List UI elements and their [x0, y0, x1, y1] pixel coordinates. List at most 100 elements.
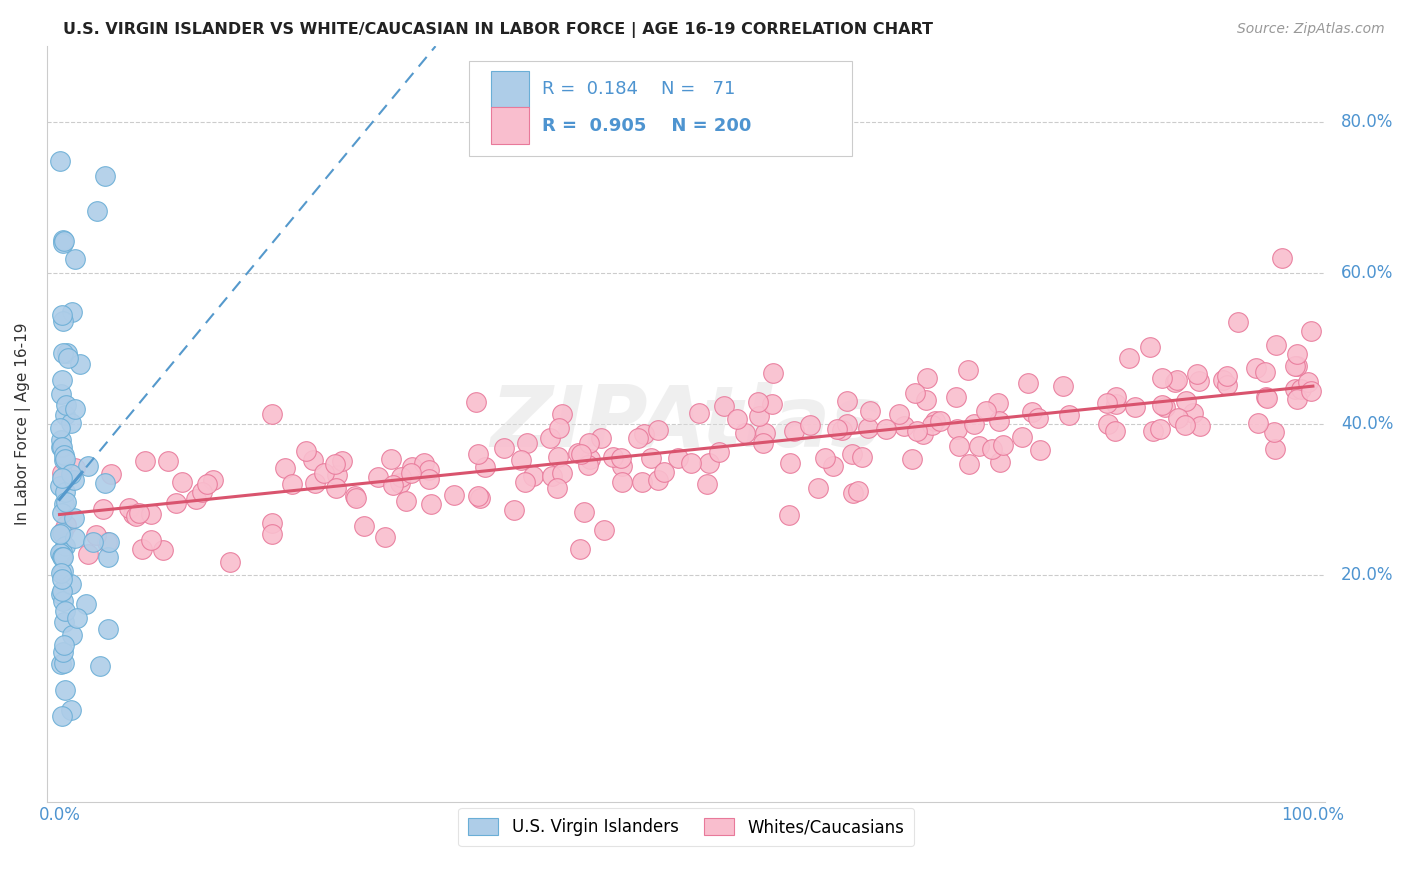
Point — [980, 442, 1002, 456]
Point — [401, 467, 423, 481]
Point — [52, 452, 75, 467]
Point — [165, 496, 187, 510]
Point — [831, 423, 853, 437]
Point — [1167, 411, 1189, 425]
Point — [419, 497, 441, 511]
Point — [783, 424, 806, 438]
Point — [55, 451, 77, 466]
Point — [48, 479, 70, 493]
Point — [522, 469, 544, 483]
Point — [988, 455, 1011, 469]
Point — [503, 503, 526, 517]
Point — [201, 473, 224, 487]
Point — [84, 527, 107, 541]
Point — [516, 435, 538, 450]
Point — [374, 530, 396, 544]
Point — [1264, 338, 1286, 352]
FancyBboxPatch shape — [491, 71, 529, 107]
Point — [799, 418, 821, 433]
Point — [647, 423, 669, 437]
Point — [546, 481, 568, 495]
Point — [381, 478, 404, 492]
Point — [574, 505, 596, 519]
Point — [49, 548, 72, 562]
Point — [49, 546, 72, 560]
Point — [53, 448, 76, 462]
Point — [578, 458, 600, 472]
Point — [49, 440, 72, 454]
Point — [49, 153, 72, 168]
Point — [367, 470, 389, 484]
Point — [1188, 374, 1211, 388]
Point — [859, 404, 882, 418]
Point — [569, 447, 592, 461]
Point — [681, 456, 703, 470]
Point — [987, 414, 1010, 428]
Point — [131, 542, 153, 557]
Point — [911, 427, 934, 442]
Point — [609, 450, 631, 465]
Point — [389, 469, 412, 483]
Point — [63, 401, 86, 416]
Point — [52, 524, 75, 539]
FancyBboxPatch shape — [468, 62, 852, 156]
Text: U.S. VIRGIN ISLANDER VS WHITE/CAUCASIAN IN LABOR FORCE | AGE 16-19 CORRELATION C: U.S. VIRGIN ISLANDER VS WHITE/CAUCASIAN … — [63, 22, 934, 38]
Point — [652, 465, 675, 479]
Point — [1139, 340, 1161, 354]
Point — [752, 436, 775, 450]
Point — [418, 463, 440, 477]
Point — [1270, 251, 1292, 265]
FancyBboxPatch shape — [491, 107, 529, 144]
Point — [510, 453, 533, 467]
Point — [1104, 390, 1126, 404]
Point — [959, 457, 981, 471]
Text: 40.0%: 40.0% — [1341, 415, 1393, 433]
Point — [967, 439, 990, 453]
Point — [814, 451, 837, 466]
Point — [991, 438, 1014, 452]
Point — [51, 709, 73, 723]
Point — [1057, 408, 1080, 422]
Point — [957, 363, 980, 377]
Point — [52, 550, 75, 565]
Point — [630, 475, 652, 489]
Point — [1152, 371, 1174, 385]
Point — [53, 497, 76, 511]
Point — [1153, 400, 1175, 414]
Point — [848, 484, 870, 499]
Point — [467, 489, 489, 503]
Point — [388, 476, 411, 491]
Point — [51, 526, 73, 541]
Point — [470, 491, 492, 505]
Y-axis label: In Labor Force | Age 16-19: In Labor Force | Age 16-19 — [15, 323, 31, 525]
Point — [195, 477, 218, 491]
Point — [53, 604, 76, 618]
Point — [122, 507, 145, 521]
Point — [91, 502, 114, 516]
Point — [551, 407, 574, 421]
Point — [602, 450, 624, 465]
Point — [51, 471, 73, 485]
Point — [55, 494, 77, 508]
Point — [1104, 424, 1126, 438]
Point — [633, 427, 655, 442]
Point — [52, 564, 75, 578]
Point — [52, 314, 75, 328]
Point — [1017, 376, 1039, 391]
Point — [707, 444, 730, 458]
Point — [627, 431, 650, 445]
Point — [647, 474, 669, 488]
Point — [353, 519, 375, 533]
Point — [494, 441, 516, 455]
Point — [86, 203, 108, 218]
Point — [893, 418, 915, 433]
Point — [610, 458, 633, 473]
Point — [51, 583, 73, 598]
Point — [974, 404, 997, 418]
Point — [51, 372, 73, 386]
Point — [904, 386, 927, 401]
Point — [344, 491, 367, 506]
Point — [1175, 394, 1198, 409]
Point — [51, 387, 73, 401]
Point — [734, 425, 756, 440]
